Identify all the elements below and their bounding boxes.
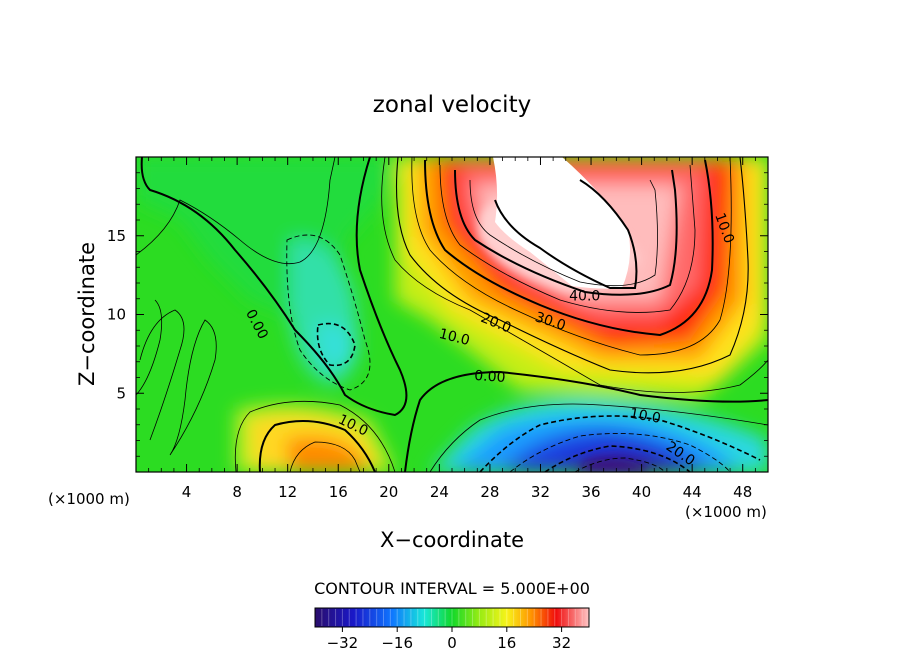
x-tick-label: 28 bbox=[480, 483, 499, 501]
y-axis-label: Z−coordinate bbox=[75, 242, 99, 386]
x-axis-label: X−coordinate bbox=[380, 528, 524, 552]
contour-label-text: 10.0 bbox=[628, 406, 661, 427]
contour-lines bbox=[136, 157, 768, 472]
x-tick-label: 20 bbox=[379, 483, 398, 501]
colorbar-ticks: −32 −16 0 16 32 bbox=[327, 627, 571, 652]
colorbar-tick-label: −16 bbox=[381, 634, 413, 652]
contour-label: 10.0 bbox=[628, 406, 661, 427]
contour-label-text: 0.00 bbox=[474, 368, 506, 386]
y-tick-label: 5 bbox=[116, 384, 126, 402]
contour-label-text: 40.0 bbox=[569, 289, 600, 305]
contour-interval-label: CONTOUR INTERVAL = 5.000E+00 bbox=[314, 579, 590, 598]
y-tick-label: 10 bbox=[107, 306, 126, 324]
clipped-max-region bbox=[493, 157, 630, 289]
x-axis-unit-label: (×1000 m) bbox=[685, 503, 767, 521]
colorbar-tick-label: −32 bbox=[327, 634, 359, 652]
x-tick-label: 44 bbox=[683, 483, 702, 501]
x-tick-label: 8 bbox=[232, 483, 242, 501]
x-tick-label: 16 bbox=[329, 483, 348, 501]
x-tick-label: 24 bbox=[430, 483, 449, 501]
colorbar-tick-label: 32 bbox=[552, 634, 571, 652]
contour-label: 40.0 bbox=[569, 289, 600, 305]
contour-label: 10.0 bbox=[437, 326, 471, 349]
x-origin-unit-label: (×1000 m) bbox=[48, 490, 130, 508]
x-tick-label: 32 bbox=[531, 483, 550, 501]
x-tick-label: 40 bbox=[632, 483, 651, 501]
x-tick-label: 4 bbox=[182, 483, 192, 501]
chart-title: zonal velocity bbox=[373, 92, 531, 118]
x-tick-label: 36 bbox=[581, 483, 600, 501]
contour-label-text: 10.0 bbox=[437, 326, 471, 349]
x-tick-label: 48 bbox=[733, 483, 752, 501]
colorbar-tick-label: 16 bbox=[497, 634, 516, 652]
y-tick-label: 15 bbox=[107, 227, 126, 245]
contour-label: 0.00 bbox=[474, 368, 506, 386]
x-tick-label: 12 bbox=[278, 483, 297, 501]
colorbar-stripes bbox=[321, 609, 583, 626]
colorbar-tick-label: 0 bbox=[447, 634, 457, 652]
colorbar: −32 −16 0 16 32 bbox=[314, 607, 590, 652]
